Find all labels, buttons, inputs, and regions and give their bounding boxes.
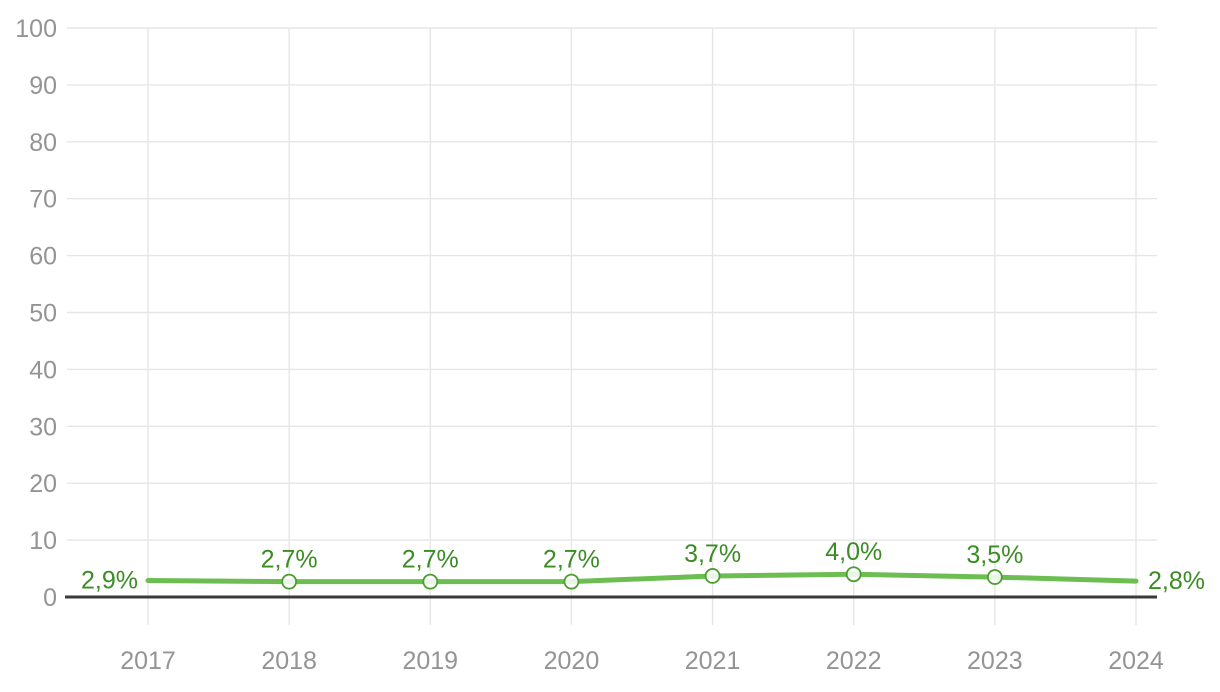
x-axis-tick-label: 2018 bbox=[261, 647, 317, 675]
data-point-marker bbox=[704, 568, 721, 584]
y-axis-tick-label: 20 bbox=[29, 470, 57, 498]
data-point-label: 4,0% bbox=[825, 538, 882, 566]
y-axis-tick-label: 50 bbox=[29, 300, 57, 328]
data-point-marker bbox=[281, 573, 298, 590]
data-point-label: 2,7% bbox=[543, 546, 600, 574]
data-line bbox=[145, 571, 1139, 585]
data-point-marker bbox=[845, 566, 862, 583]
y-axis-tick-label: 0 bbox=[43, 584, 57, 612]
data-point-label: 3,5% bbox=[966, 541, 1023, 569]
y-axis-tick-label: 60 bbox=[29, 243, 57, 271]
data-point-label: 2,7% bbox=[261, 546, 318, 574]
x-axis-tick-label: 2024 bbox=[1108, 647, 1164, 675]
data-point-label: 2,7% bbox=[402, 546, 459, 574]
y-axis-tick-label: 80 bbox=[29, 129, 57, 157]
y-axis-tick-label: 40 bbox=[29, 356, 57, 384]
data-point-label: 2,8% bbox=[1148, 567, 1205, 595]
x-axis-tick-label: 2020 bbox=[544, 647, 600, 675]
y-axis-tick-label: 10 bbox=[29, 527, 57, 555]
data-point-marker bbox=[986, 569, 1003, 585]
data-point-label: 2,9% bbox=[81, 566, 138, 594]
y-axis-tick-label: 90 bbox=[29, 72, 57, 100]
x-axis-tick-label: 2023 bbox=[967, 647, 1023, 675]
x-axis-tick-label: 2022 bbox=[826, 647, 882, 675]
y-axis-tick-label: 30 bbox=[29, 413, 57, 441]
data-point-label: 3,7% bbox=[684, 540, 741, 568]
x-axis-tick-label: 2017 bbox=[120, 647, 176, 675]
x-axis-tick-label: 2019 bbox=[402, 647, 458, 675]
y-axis-tick-label: 100 bbox=[15, 15, 57, 43]
y-axis-tick-label: 70 bbox=[29, 186, 57, 214]
data-point-marker bbox=[422, 573, 439, 590]
data-point-marker bbox=[563, 573, 580, 590]
x-axis-tick-label: 2021 bbox=[685, 647, 741, 675]
